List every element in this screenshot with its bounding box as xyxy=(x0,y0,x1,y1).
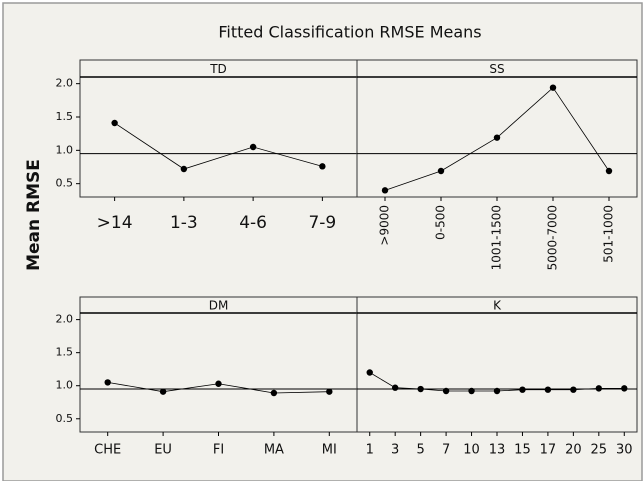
y-tick-label: 2.0 xyxy=(56,313,74,326)
point xyxy=(417,385,424,393)
point xyxy=(180,165,188,173)
point xyxy=(442,387,450,395)
x-tick-label: 3 xyxy=(391,443,399,458)
point xyxy=(493,134,501,141)
line xyxy=(114,122,323,170)
y-tick-label: 1.5 xyxy=(56,110,74,123)
point xyxy=(519,386,526,393)
panel-title: K xyxy=(493,299,502,313)
point xyxy=(437,167,445,175)
x-tick-label: 30 xyxy=(616,443,633,458)
point xyxy=(319,163,326,170)
x-tick-label: 10 xyxy=(463,443,480,458)
x-tick-label: 7 xyxy=(442,443,450,458)
point xyxy=(605,167,613,175)
x-tick-label: >9000 xyxy=(378,205,392,246)
x-tick-label: MI xyxy=(322,443,337,458)
panel-title: SS xyxy=(489,62,504,76)
x-tick-label: 25 xyxy=(591,443,608,458)
y-tick-label: 1.0 xyxy=(56,143,74,156)
x-tick-label: 20 xyxy=(565,443,582,458)
x-tick-label: FI xyxy=(213,443,224,458)
x-tick-label: 13 xyxy=(489,443,506,458)
panel-title: TD xyxy=(209,62,227,76)
y-tick-label: 0.5 xyxy=(56,412,74,425)
point xyxy=(249,143,257,151)
x-tick-label: 1-3 xyxy=(170,213,198,233)
y-tick-label: 2.0 xyxy=(56,77,74,90)
y-tick-label: 1.5 xyxy=(56,346,74,359)
point xyxy=(215,380,222,387)
point xyxy=(111,119,118,127)
point xyxy=(366,369,373,376)
chart-title: Fitted Classification RMSE Means xyxy=(218,23,481,42)
x-tick-label: EU xyxy=(154,443,172,458)
x-tick-label: 1 xyxy=(366,443,374,458)
point xyxy=(621,385,628,392)
point xyxy=(493,387,501,395)
point xyxy=(570,386,577,393)
x-tick-label: 501-1000 xyxy=(602,205,616,263)
x-tick-label: CHE xyxy=(94,443,121,458)
x-tick-label: 5000-7000 xyxy=(546,205,560,270)
point xyxy=(381,187,389,194)
panel-title: DM xyxy=(209,299,229,313)
x-tick-label: >14 xyxy=(97,213,133,233)
x-tick-label: 17 xyxy=(540,443,557,458)
point xyxy=(104,379,111,386)
x-tick-label: 1001-1500 xyxy=(490,205,504,270)
point xyxy=(270,389,278,397)
x-tick-label: MA xyxy=(264,443,284,458)
point xyxy=(468,387,475,395)
x-tick-label: 15 xyxy=(514,443,531,458)
y-tick-label: 1.0 xyxy=(56,379,74,392)
point xyxy=(159,388,167,395)
point xyxy=(391,384,399,391)
x-tick-label: 0-500 xyxy=(434,205,448,240)
point xyxy=(326,388,333,395)
point xyxy=(595,385,603,392)
x-tick-label: 4-6 xyxy=(239,213,267,233)
x-tick-label: 7-9 xyxy=(308,213,336,233)
point xyxy=(544,386,552,393)
y-tick-label: 0.5 xyxy=(56,177,74,190)
point xyxy=(549,84,557,91)
x-tick-label: 5 xyxy=(416,443,424,458)
y-axis-label: Mean RMSE xyxy=(24,159,44,271)
